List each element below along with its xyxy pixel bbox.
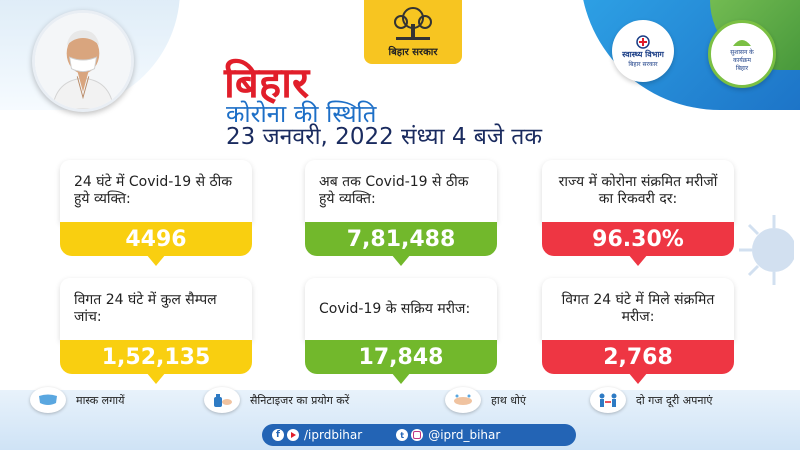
stat-card-value: 17,848	[305, 340, 497, 374]
stat-card-label: विगत 24 घंटे में कुल सैम्पल जांच:	[60, 278, 252, 340]
governance-logo-line3: बिहार	[735, 65, 749, 72]
guideline-sanitizer: सैनिटाइजर का प्रयोग करें	[204, 387, 349, 413]
guideline-handwash-label: हाथ धोएं	[491, 393, 526, 407]
card-pointer	[146, 254, 166, 266]
instagram-icon[interactable]	[411, 429, 424, 441]
health-logo-line2: बिहार सरकार	[628, 60, 658, 68]
facebook-youtube-handle[interactable]: /iprdbihar	[304, 428, 363, 442]
social-distance-icon	[590, 387, 626, 413]
card-pointer	[146, 372, 166, 384]
health-logo-line1: स्वास्थ्य विभाग	[622, 49, 664, 59]
portrait-photo	[32, 10, 134, 112]
guideline-mask-label: मास्क लगायें	[76, 393, 125, 407]
health-emblem-icon	[636, 34, 650, 49]
leaf-icon	[733, 40, 751, 46]
title-subtitle: कोरोना की स्थिति	[226, 100, 377, 128]
stat-card-label: Covid-19 के सक्रिय मरीज:	[305, 278, 497, 340]
stat-card-recovery-rate: राज्य में कोरोना संक्रमित मरीजों का रिकव…	[542, 160, 734, 270]
title-state: बिहार	[224, 58, 310, 107]
stat-card-value: 1,52,135	[60, 340, 252, 374]
twitter-instagram-handle[interactable]: @iprd_bihar	[428, 428, 501, 442]
stat-card-recovered-total: अब तक Covid-19 से ठीक हुये व्यक्ति: 7,81…	[305, 160, 497, 270]
stat-card-label: राज्य में कोरोना संक्रमित मरीजों का रिकव…	[542, 160, 734, 222]
sanitizer-icon	[204, 387, 240, 413]
twitter-icon[interactable]: t	[396, 429, 409, 441]
virus-icon	[739, 215, 794, 285]
stat-card-samples-24h: विगत 24 घंटे में कुल सैम्पल जांच: 1,52,1…	[60, 278, 252, 388]
facebook-icon[interactable]: f	[272, 429, 284, 441]
stat-card-label: 24 घंटे में Covid-19 से ठीक हुये व्यक्ति…	[60, 160, 252, 222]
stat-card-label: विगत 24 घंटे में मिले संक्रमित मरीज:	[542, 278, 734, 340]
card-pointer	[391, 372, 411, 384]
stat-card-recovered-24h: 24 घंटे में Covid-19 से ठीक हुये व्यक्ति…	[60, 160, 252, 270]
governance-program-logo: सुशासन के कार्यक्रम बिहार	[708, 20, 776, 88]
stat-card-new-cases-24h: विगत 24 घंटे में मिले संक्रमित मरीज: 2,7…	[542, 278, 734, 388]
card-pointer	[628, 254, 648, 266]
handwash-icon	[445, 387, 481, 413]
guideline-mask: मास्क लगायें	[30, 387, 125, 413]
stat-card-active-cases: Covid-19 के सक्रिय मरीज: 17,848	[305, 278, 497, 388]
portrait-illustration	[35, 13, 131, 109]
guideline-handwash: हाथ धोएं	[445, 387, 526, 413]
stat-card-value: 2,768	[542, 340, 734, 374]
card-pointer	[391, 254, 411, 266]
card-pointer	[628, 372, 648, 384]
stat-card-value: 96.30%	[542, 222, 734, 256]
guideline-sanitizer-label: सैनिटाइजर का प्रयोग करें	[250, 393, 350, 407]
governance-logo-line1: सुशासन के	[730, 49, 754, 56]
stat-card-value: 7,81,488	[305, 222, 497, 256]
title-date: 23 जनवरी, 2022 संध्या 4 बजे तक	[226, 124, 543, 150]
governance-logo-line2: कार्यक्रम	[733, 57, 751, 64]
social-handles-bar: f /iprdbihar t @iprd_bihar	[262, 424, 576, 446]
health-department-logo: स्वास्थ्य विभाग बिहार सरकार	[612, 20, 674, 82]
guideline-distance: दो गज दूरी अपनाएं	[590, 387, 712, 413]
stat-card-value: 4496	[60, 222, 252, 256]
bodhi-tree-icon	[394, 7, 432, 40]
stat-card-label: अब तक Covid-19 से ठीक हुये व्यक्ति:	[305, 160, 497, 222]
youtube-icon[interactable]	[287, 429, 299, 441]
mask-icon	[30, 387, 66, 413]
bihar-emblem: बिहार सरकार	[364, 0, 462, 64]
guideline-distance-label: दो गज दूरी अपनाएं	[636, 393, 713, 407]
emblem-label: बिहार सरकार	[388, 47, 438, 58]
